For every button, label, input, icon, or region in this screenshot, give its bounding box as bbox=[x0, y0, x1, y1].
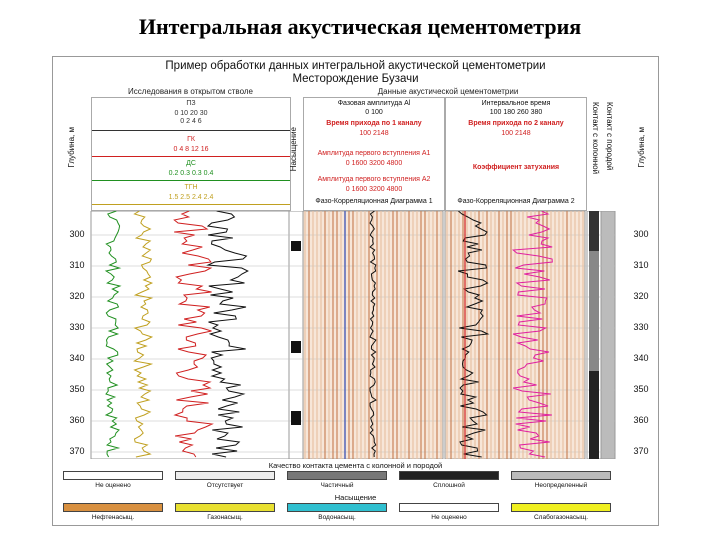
depth-label-left: 340 bbox=[69, 353, 85, 363]
acoustic-header-right: Интервальное время 100 180 260 380 Время… bbox=[445, 97, 587, 211]
legend-label: Не оценено bbox=[431, 514, 467, 521]
legend-swatch bbox=[287, 471, 387, 480]
acoustic-section-title: Данные акустической цементометрии bbox=[377, 87, 519, 96]
depth-label-right: 310 bbox=[633, 260, 649, 270]
gk-curve bbox=[173, 211, 214, 458]
interval-time-curve bbox=[457, 211, 490, 458]
track-dt-name: Интервальное время bbox=[481, 100, 551, 107]
amplitude-curve bbox=[369, 211, 377, 458]
depth-label-left: 360 bbox=[69, 415, 85, 425]
track-pz-name: ПЗ bbox=[186, 100, 196, 107]
vdl1-title: Фазо-Корреляционная Диаграмма 1 bbox=[315, 198, 433, 205]
legend-label: Отсутствует bbox=[206, 482, 244, 489]
depth-axis-label-right: Глубина, м bbox=[637, 127, 646, 168]
open-hole-track bbox=[90, 211, 290, 459]
legend-label: Частичный bbox=[320, 482, 354, 489]
track-gk-scale: 0 4 8 12 16 bbox=[173, 146, 209, 153]
depth-label-right: 370 bbox=[633, 446, 649, 456]
legend-label: Неопределенный bbox=[534, 482, 588, 489]
tgn-curve bbox=[132, 211, 154, 458]
depth-label-right: 340 bbox=[633, 353, 649, 363]
vdl2-title: Фазо-Корреляционная Диаграмма 2 bbox=[457, 198, 575, 205]
depth-label-left: 320 bbox=[69, 291, 85, 301]
legend-label: Слабогазонасыщ. bbox=[533, 514, 588, 521]
legend-swatch bbox=[287, 503, 387, 512]
contact-column-label: Контакт с колонной bbox=[591, 102, 600, 175]
contact-column-block bbox=[589, 211, 599, 251]
track-amp-scale: 0 100 bbox=[365, 109, 383, 116]
depth-axis-label-left: Глубина, м bbox=[67, 127, 76, 168]
depth-label-left: 330 bbox=[69, 322, 85, 332]
track-dt-scale: 100 180 260 380 bbox=[489, 109, 543, 116]
track-tgn-name: ТГН bbox=[184, 184, 198, 191]
track-pz-scale: 0 10 20 30 bbox=[174, 110, 208, 117]
depth-label-right: 360 bbox=[633, 415, 649, 425]
track-t2-scale: 100 2148 bbox=[501, 130, 531, 137]
contact-rock-track bbox=[600, 211, 616, 459]
depth-label-left: 300 bbox=[69, 229, 85, 239]
contact-rock-label: Контакт с породой bbox=[605, 102, 614, 171]
track-ds-scale: 0.2 0.3 0.3 0.4 bbox=[168, 170, 214, 177]
legend-label: Не оценено bbox=[95, 482, 131, 489]
contact-legend-title: Качество контакта цемента с колонной и п… bbox=[268, 461, 443, 470]
legend-swatch bbox=[63, 503, 163, 512]
track-tgn-scale: 1.5 2.5 2.4 2.4 bbox=[168, 194, 214, 201]
open-hole-header: ПЗ 0 10 20 30 0 2 4 6 ГК 0 4 8 12 16 ДС … bbox=[91, 97, 291, 211]
depth-label-left: 350 bbox=[69, 384, 85, 394]
log-plot bbox=[90, 211, 616, 459]
open-hole-section-title: Исследования в открытом стволе bbox=[128, 87, 253, 96]
track-a2-name: Амплитуда первого вступления A2 bbox=[317, 176, 431, 183]
track-att-name: Коэффициент затухания bbox=[472, 164, 560, 171]
track-t1-name: Время прихода по 1 каналу bbox=[326, 120, 422, 127]
depth-label-left: 310 bbox=[69, 260, 85, 270]
depth-label-right: 330 bbox=[633, 322, 649, 332]
depth-label-left: 370 bbox=[69, 446, 85, 456]
log-figure: Пример обработки данных интегральной аку… bbox=[52, 56, 659, 526]
track-a1-name: Амплитуда первого вступления A1 bbox=[317, 150, 431, 157]
legend-swatch bbox=[511, 471, 611, 480]
legend-swatch bbox=[511, 503, 611, 512]
contact-column-block bbox=[589, 371, 599, 459]
legend-label: Сплошной bbox=[433, 482, 465, 489]
track-amp-name: Фазовая амплитуда Al bbox=[337, 100, 411, 107]
figure-title-line1: Пример обработки данных интегральной аку… bbox=[165, 60, 546, 72]
legend-label: Водонасыщ. bbox=[318, 514, 356, 521]
ds-curve bbox=[104, 211, 122, 458]
figure-title-line2: Месторождение Бузачи bbox=[292, 73, 419, 85]
track-a2-scale: 0 1600 3200 4800 bbox=[345, 186, 403, 193]
slide-title: Интегральная акустическая цементометрия bbox=[138, 14, 582, 39]
legend-swatch bbox=[63, 471, 163, 480]
saturation-block bbox=[291, 411, 301, 425]
track-a1-scale: 0 1600 3200 4800 bbox=[345, 160, 403, 167]
legend-swatch bbox=[399, 503, 499, 512]
legend-swatch bbox=[399, 471, 499, 480]
legend-label: Газонасыщ. bbox=[207, 514, 243, 521]
pz-curve bbox=[206, 211, 249, 458]
saturation-track bbox=[288, 211, 304, 459]
depth-label-right: 320 bbox=[633, 291, 649, 301]
legend-swatch bbox=[175, 471, 275, 480]
legend-label: Нефтенасыщ. bbox=[91, 514, 135, 521]
depth-label-right: 300 bbox=[633, 229, 649, 239]
depth-label-right: 350 bbox=[633, 384, 649, 394]
acoustic-header-left: Фазовая амплитуда Al 0 100 Время прихода… bbox=[303, 97, 445, 211]
attenuation-curve bbox=[511, 211, 553, 458]
saturation-legend-title: Насыщение bbox=[334, 493, 377, 502]
track-pz-scale2: 0 2 4 6 bbox=[180, 118, 202, 125]
saturation-block bbox=[291, 241, 301, 251]
legend-swatch bbox=[175, 503, 275, 512]
saturation-label: Насыщение bbox=[289, 127, 298, 172]
track-ds-name: ДС bbox=[186, 160, 196, 167]
track-t1-scale: 100 2148 bbox=[359, 130, 389, 137]
track-gk-name: ГК bbox=[187, 136, 195, 143]
contact-column-block bbox=[589, 251, 599, 371]
saturation-block bbox=[291, 341, 301, 353]
track-t2-name: Время прихода по 2 каналу bbox=[468, 120, 564, 127]
